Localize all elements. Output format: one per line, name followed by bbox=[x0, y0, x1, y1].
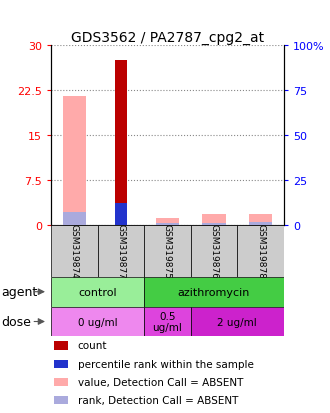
Text: azithromycin: azithromycin bbox=[178, 287, 250, 297]
Bar bbox=[54, 360, 68, 368]
Bar bbox=[98, 225, 144, 277]
Text: GSM319874: GSM319874 bbox=[70, 224, 79, 279]
Bar bbox=[202, 223, 226, 225]
Text: 0 ug/ml: 0 ug/ml bbox=[78, 317, 117, 327]
Bar bbox=[156, 224, 179, 225]
Bar bbox=[115, 203, 127, 225]
Bar bbox=[156, 218, 179, 225]
Text: GSM319877: GSM319877 bbox=[116, 224, 125, 279]
Text: percentile rank within the sample: percentile rank within the sample bbox=[78, 359, 253, 369]
Bar bbox=[237, 225, 284, 277]
Text: value, Detection Call = ABSENT: value, Detection Call = ABSENT bbox=[78, 377, 243, 387]
Bar bbox=[63, 97, 86, 225]
Bar bbox=[144, 277, 284, 307]
Text: count: count bbox=[78, 341, 107, 351]
Text: 0.5
ug/ml: 0.5 ug/ml bbox=[152, 311, 182, 332]
Text: GSM319875: GSM319875 bbox=[163, 224, 172, 279]
Bar bbox=[249, 223, 272, 225]
Bar bbox=[249, 215, 272, 225]
Bar bbox=[51, 307, 144, 337]
Bar bbox=[51, 277, 144, 307]
Bar bbox=[63, 212, 86, 225]
Text: GSM319876: GSM319876 bbox=[210, 224, 218, 279]
Title: GDS3562 / PA2787_cpg2_at: GDS3562 / PA2787_cpg2_at bbox=[71, 31, 264, 45]
Bar bbox=[144, 225, 191, 277]
Text: control: control bbox=[78, 287, 117, 297]
Bar bbox=[54, 342, 68, 350]
Bar bbox=[54, 378, 68, 386]
Text: agent: agent bbox=[2, 285, 38, 299]
Text: dose: dose bbox=[2, 315, 32, 328]
Bar bbox=[191, 307, 284, 337]
Bar bbox=[191, 225, 237, 277]
Bar bbox=[51, 225, 98, 277]
Bar bbox=[115, 61, 127, 225]
Text: GSM319878: GSM319878 bbox=[256, 224, 265, 279]
Text: 2 ug/ml: 2 ug/ml bbox=[217, 317, 257, 327]
Bar bbox=[202, 215, 226, 225]
Bar bbox=[54, 396, 68, 404]
Text: rank, Detection Call = ABSENT: rank, Detection Call = ABSENT bbox=[78, 395, 238, 405]
Bar bbox=[144, 307, 191, 337]
